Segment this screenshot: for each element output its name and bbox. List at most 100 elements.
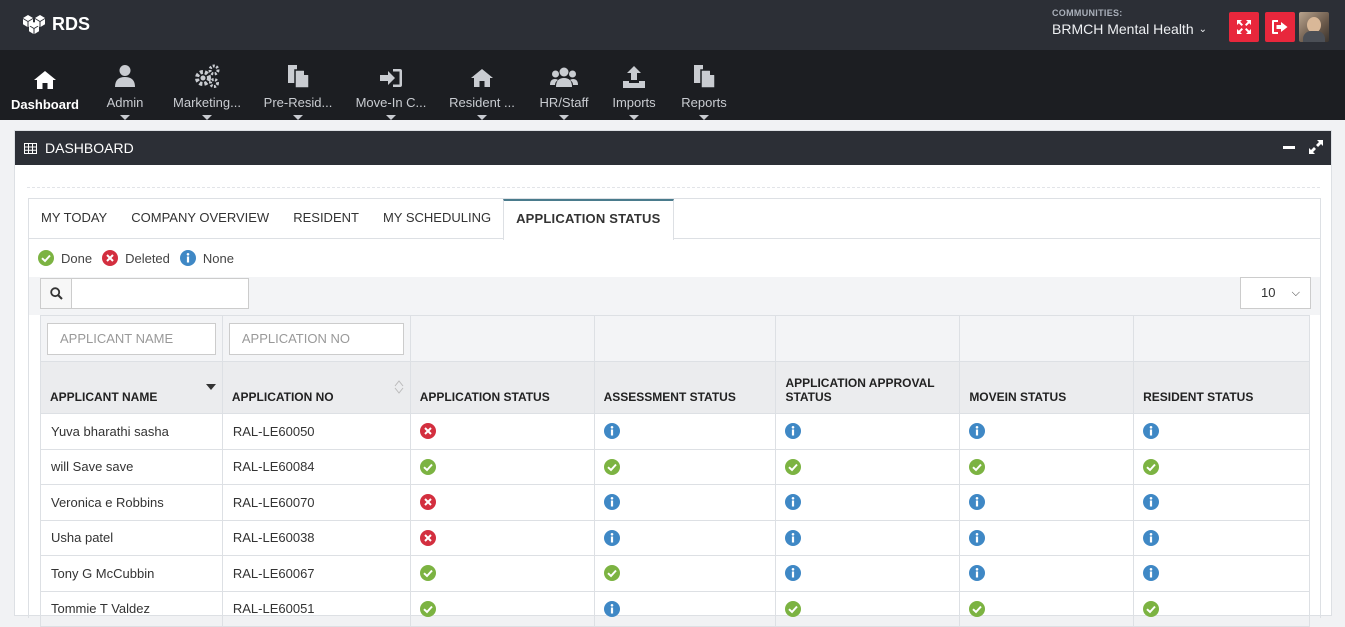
nav-move-in[interactable]: Move-In C...	[354, 50, 428, 120]
info-circle-icon	[785, 565, 802, 582]
home-icon	[471, 69, 493, 87]
column-header: MOVEIN STATUS	[959, 361, 1135, 414]
minimize-icon[interactable]	[1283, 140, 1295, 154]
application-no-filter[interactable]: APPLICATION NO	[228, 322, 404, 355]
applicant-name-cell: Tony G McCubbin	[40, 555, 223, 592]
status-cell	[409, 519, 595, 556]
check-circle-icon	[419, 565, 436, 582]
user-icon	[115, 65, 135, 87]
copy-icon	[288, 65, 310, 88]
times-circle-icon	[419, 423, 436, 440]
page-size-select[interactable]: 10 ⌵	[1240, 277, 1311, 309]
column-header: APPLICATION STATUS	[409, 361, 595, 414]
nav-marketing[interactable]: Marketing...	[170, 50, 244, 120]
status-cell	[775, 590, 961, 627]
expand-icon[interactable]	[1309, 140, 1323, 154]
applicant-name-cell: Usha patel	[40, 519, 223, 556]
column-header: RESIDENT STATUS	[1133, 361, 1310, 414]
copy-icon	[694, 65, 716, 88]
info-circle-icon	[1143, 529, 1160, 546]
table-icon	[24, 142, 37, 154]
table-row[interactable]: Veronica e Robbins RAL-LE60070	[40, 484, 1310, 521]
fullscreen-button[interactable]	[1229, 12, 1259, 42]
tab-container: MY TODAY COMPANY OVERVIEW RESIDENT MY SC…	[28, 198, 1321, 627]
status-cell	[1133, 590, 1310, 627]
tab-company-overview[interactable]: COMPANY OVERVIEW	[131, 210, 270, 225]
nav-hr-staff[interactable]: HR/Staff	[538, 50, 590, 120]
check-circle-icon	[969, 458, 986, 475]
status-cell	[959, 484, 1135, 521]
nav-imports[interactable]: Imports	[609, 50, 659, 120]
nav-reports[interactable]: Reports	[679, 50, 729, 120]
applicant-name-filter[interactable]: APPLICANT NAME	[47, 322, 216, 355]
legend-label: Deleted	[125, 250, 170, 266]
legend-label: Done	[61, 250, 93, 266]
applicant-name-cell: Tommie T Valdez	[40, 590, 223, 627]
caret-down-icon	[477, 115, 487, 120]
status-cell	[959, 519, 1135, 556]
logo-cubes-icon	[23, 14, 45, 34]
app-logo[interactable]: RDS	[22, 14, 90, 35]
tab-application-status[interactable]: APPLICATION STATUS	[503, 199, 674, 240]
status-cell	[409, 448, 595, 485]
chevron-down-icon: ⌄	[1198, 23, 1207, 35]
status-cell	[593, 484, 777, 521]
gears-icon	[195, 64, 220, 88]
check-circle-icon	[419, 600, 436, 617]
status-cell	[959, 590, 1135, 627]
check-circle-icon	[785, 600, 802, 617]
info-circle-icon	[603, 529, 620, 546]
tab-my-today[interactable]: MY TODAY	[41, 210, 108, 225]
column-header[interactable]: APPLICANT NAME	[40, 361, 223, 414]
tab-resident[interactable]: RESIDENT	[293, 210, 359, 225]
status-cell	[959, 555, 1135, 592]
status-cell	[409, 555, 595, 592]
sort-icon	[394, 380, 404, 394]
applicant-name-cell: Yuva bharathi sasha	[40, 413, 223, 450]
table-row[interactable]: Usha patel RAL-LE60038	[40, 519, 1310, 556]
caret-down-icon	[629, 115, 639, 120]
nav-admin[interactable]: Admin	[100, 50, 150, 120]
search-button[interactable]	[40, 278, 72, 309]
caret-down-icon	[386, 115, 396, 120]
check-circle-icon	[1143, 458, 1160, 475]
table-row[interactable]: will Save save RAL-LE60084	[40, 448, 1310, 485]
top-header: RDS COMMUNITIES: BRMCH Mental Health ⌄	[0, 0, 1345, 50]
table-row[interactable]: Tommie T Valdez RAL-LE60051	[40, 590, 1310, 627]
column-header[interactable]: APPLICATION NO	[221, 361, 411, 414]
column-header: APPLICATION APPROVAL STATUS	[775, 361, 961, 414]
search-input[interactable]	[71, 278, 249, 309]
nav-resident[interactable]: Resident ...	[446, 50, 518, 120]
user-avatar[interactable]	[1299, 12, 1329, 42]
status-cell	[775, 555, 961, 592]
status-cell	[775, 413, 961, 450]
info-circle-icon	[179, 250, 196, 266]
logout-button[interactable]	[1265, 12, 1295, 42]
info-circle-icon	[969, 565, 986, 582]
community-selector[interactable]: COMMUNITIES: BRMCH Mental Health ⌄	[1052, 8, 1207, 37]
upload-icon	[623, 66, 645, 88]
nav-label: Pre-Resid...	[263, 95, 333, 110]
info-circle-icon	[603, 423, 620, 440]
info-circle-icon	[969, 529, 986, 546]
nav-pre-residency[interactable]: Pre-Resid...	[262, 50, 334, 120]
status-legend: Done Deleted None	[38, 250, 244, 266]
applicant-name-cell: will Save save	[40, 448, 223, 485]
times-circle-icon	[419, 494, 436, 511]
table-row[interactable]: Tony G McCubbin RAL-LE60067	[40, 555, 1310, 592]
times-circle-icon	[102, 250, 119, 266]
check-circle-icon	[969, 600, 986, 617]
table-row[interactable]: Yuva bharathi sasha RAL-LE60050	[40, 413, 1310, 450]
check-circle-icon	[1143, 600, 1160, 617]
application-no-cell: RAL-LE60050	[221, 413, 411, 450]
nav-dashboard[interactable]: Dashboard	[10, 50, 80, 120]
table-toolbar: 10 ⌵	[29, 277, 1320, 315]
legend-done: Done	[38, 250, 92, 266]
nav-label: Marketing...	[173, 95, 241, 110]
tab-my-scheduling[interactable]: MY SCHEDULING	[382, 210, 492, 225]
legend-deleted: Deleted	[102, 250, 170, 266]
status-cell	[959, 448, 1135, 485]
info-circle-icon	[969, 494, 986, 511]
column-header: ASSESSMENT STATUS	[593, 361, 777, 414]
sort-desc-icon	[205, 384, 216, 390]
